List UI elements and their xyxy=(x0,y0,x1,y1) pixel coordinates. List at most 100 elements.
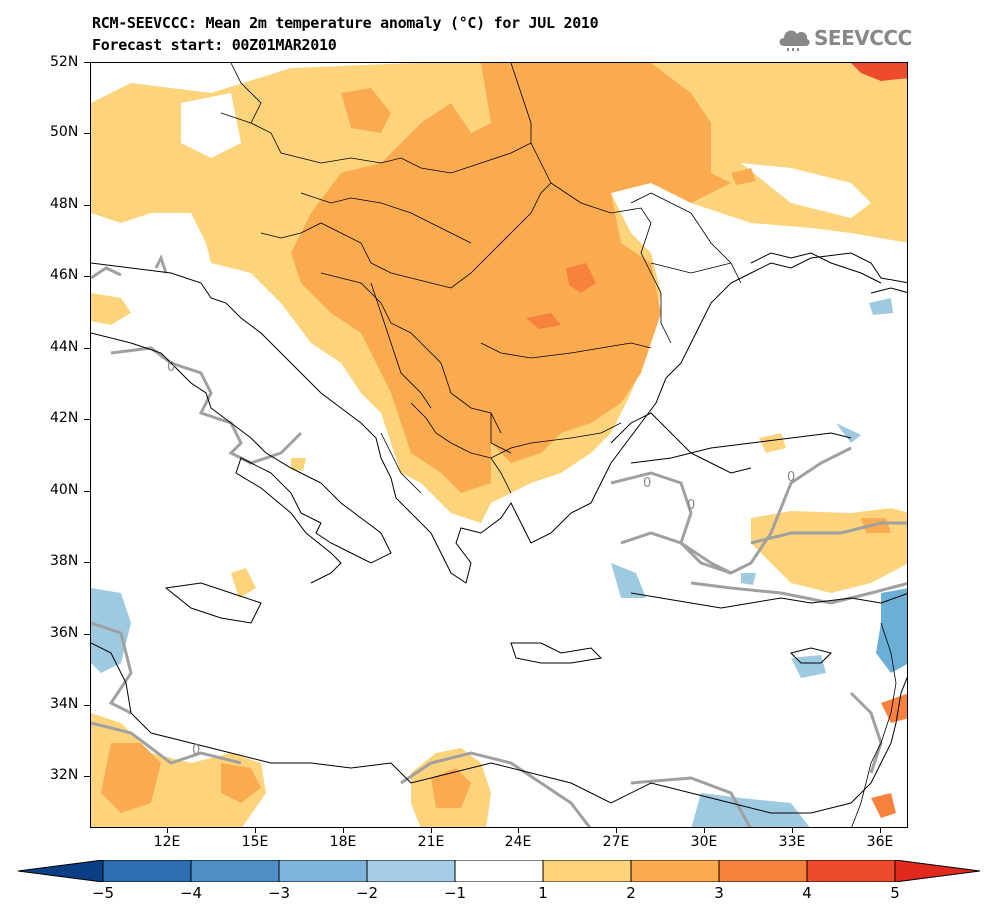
lon-tick xyxy=(167,827,168,833)
anomaly-area-4-5 xyxy=(881,693,907,723)
colorbar-label: 5 xyxy=(890,884,900,902)
contour-label: 0 xyxy=(643,476,651,491)
contour-labels: 0 0 0 0 0 xyxy=(167,360,795,758)
contour-label: 0 xyxy=(687,498,695,513)
colorbar-segment xyxy=(278,860,368,882)
colorbar-label: −1 xyxy=(443,884,467,902)
anomaly-area-1-2 xyxy=(231,568,256,598)
anomaly-hole xyxy=(181,93,241,158)
lat-tick xyxy=(84,62,90,63)
anomaly-area-4-5 xyxy=(871,793,896,818)
lat-tick xyxy=(84,491,90,492)
contour-label: 0 xyxy=(167,360,175,375)
lat-label: 50N xyxy=(50,124,79,140)
lat-label: 48N xyxy=(50,196,79,212)
anomaly-area-2-3 xyxy=(731,168,756,185)
lon-label: 36E xyxy=(866,834,894,850)
map-panel: 0 0 0 0 0 xyxy=(90,62,908,828)
anomaly-area-cold xyxy=(876,588,907,673)
lat-label: 46N xyxy=(50,267,79,283)
anomaly-area-2-3 xyxy=(431,768,471,808)
chart-title: RCM-SEEVCCC: Mean 2m temperature anomaly… xyxy=(92,14,599,32)
anomaly-area-2-3 xyxy=(101,743,161,813)
anomaly-area-4-5 xyxy=(851,63,907,81)
anomaly-area-cold xyxy=(836,423,861,443)
anomaly-area-2-3 xyxy=(341,88,391,133)
anomaly-area-cold xyxy=(691,793,810,827)
anomaly-map: 0 0 0 0 0 xyxy=(91,63,907,827)
lon-tick xyxy=(431,827,432,833)
colorbar-label: −5 xyxy=(91,884,115,902)
lon-label: 21E xyxy=(417,834,445,850)
colorbar-segment xyxy=(102,860,192,882)
anomaly-area-cold xyxy=(869,298,893,315)
colorbar-label: −2 xyxy=(355,884,379,902)
anomaly-area-cold xyxy=(611,563,646,598)
lon-tick xyxy=(518,827,519,833)
forecast-start-label: Forecast start: 00Z01MAR2010 xyxy=(92,36,337,54)
lon-label: 12E xyxy=(153,834,181,850)
lat-label: 42N xyxy=(50,410,79,426)
zero-contours xyxy=(91,254,907,827)
colorbar-segment xyxy=(18,860,104,882)
colorbar xyxy=(18,860,980,882)
colorbar-segment xyxy=(718,860,808,882)
lat-tick xyxy=(84,133,90,134)
anomaly-area-2-3 xyxy=(221,763,261,803)
lon-tick xyxy=(343,827,344,833)
lat-tick xyxy=(84,562,90,563)
colorbar-segment xyxy=(806,860,896,882)
lat-tick xyxy=(84,634,90,635)
lat-tick xyxy=(84,276,90,277)
lat-label: 52N xyxy=(50,54,79,70)
lon-label: 15E xyxy=(241,834,269,850)
colorbar-segment xyxy=(366,860,456,882)
colorbar-segment xyxy=(190,860,280,882)
colorbar-segment xyxy=(630,860,720,882)
anomaly-area-3-4 xyxy=(566,263,596,293)
lon-label: 30E xyxy=(690,834,718,850)
colorbar-label: −3 xyxy=(267,884,291,902)
lat-tick xyxy=(84,705,90,706)
anomaly-area-1-2 xyxy=(91,293,131,325)
lat-label: 32N xyxy=(50,767,79,783)
lat-label: 40N xyxy=(50,482,79,498)
anomaly-area-3-4 xyxy=(526,313,561,329)
lon-tick xyxy=(616,827,617,833)
colorbar-label: 2 xyxy=(626,884,636,902)
lon-label: 24E xyxy=(504,834,532,850)
colorbar-label: 3 xyxy=(714,884,724,902)
lat-tick xyxy=(84,776,90,777)
lat-tick xyxy=(84,419,90,420)
colorbar-label: 1 xyxy=(538,884,548,902)
coastlines xyxy=(91,252,907,814)
anomaly-hole xyxy=(611,183,671,238)
country-borders xyxy=(220,63,897,827)
lon-tick xyxy=(792,827,793,833)
anomaly-area-1-2 xyxy=(759,433,786,453)
colorbar-segment xyxy=(542,860,632,882)
lat-tick xyxy=(84,205,90,206)
colorbar-segment xyxy=(894,860,980,882)
lon-tick xyxy=(704,827,705,833)
colorbar-label: −4 xyxy=(179,884,203,902)
anomaly-area-1-2 xyxy=(291,458,306,471)
title-block: RCM-SEEVCCC: Mean 2m temperature anomaly… xyxy=(92,12,599,56)
seevccc-logo: SEEVCCC xyxy=(776,22,912,54)
contour-label: 0 xyxy=(787,470,795,485)
anomaly-area-cold xyxy=(791,655,826,678)
anomaly-hole xyxy=(741,163,871,218)
lon-tick xyxy=(880,827,881,833)
lat-label: 34N xyxy=(50,696,79,712)
contour-label: 0 xyxy=(192,743,200,758)
lat-label: 36N xyxy=(50,625,79,641)
cloud-icon xyxy=(779,30,810,51)
lat-label: 38N xyxy=(50,553,79,569)
logo-text: SEEVCCC xyxy=(814,26,912,50)
lon-label: 33E xyxy=(778,834,806,850)
anomaly-area-cold xyxy=(741,573,756,585)
lon-label: 18E xyxy=(329,834,357,850)
lat-tick xyxy=(84,348,90,349)
lon-tick xyxy=(255,827,256,833)
colorbar-label: 4 xyxy=(802,884,812,902)
